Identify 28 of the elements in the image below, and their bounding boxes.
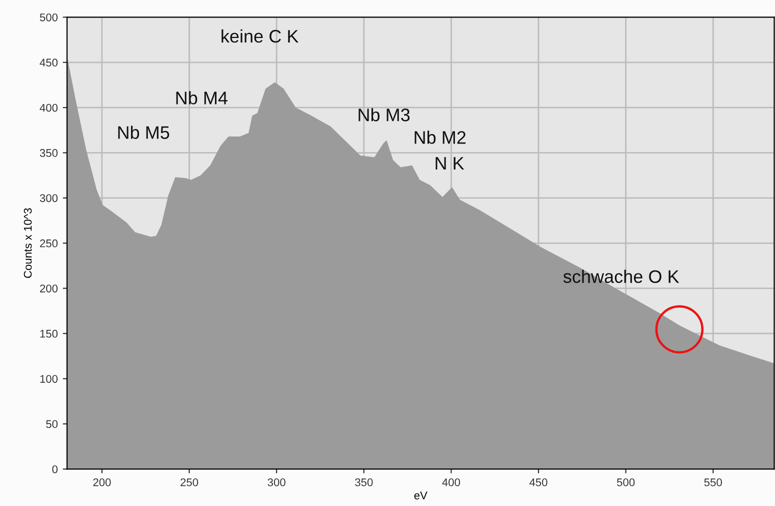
- y-tick-label: 400: [40, 104, 58, 112]
- y-tick-label: 0: [52, 465, 58, 474]
- y-tick-label: 100: [40, 374, 58, 383]
- y-tick-label: 250: [40, 239, 58, 248]
- annotation: Nb M2: [414, 130, 466, 144]
- x-tick-label: 500: [616, 478, 635, 486]
- x-tick-label: 400: [442, 478, 460, 486]
- annotation: Nb M4: [176, 91, 228, 104]
- x-tick-label: 200: [93, 478, 111, 486]
- annotation: schwache O K: [563, 270, 680, 283]
- y-tick-label: 350: [40, 149, 58, 157]
- x-tick-label: 300: [268, 478, 286, 486]
- y-tick-label: 50: [46, 420, 58, 428]
- x-tick-label: 350: [355, 478, 373, 486]
- y-tick-label: 150: [40, 330, 58, 338]
- annotation: Nb M5: [118, 126, 170, 139]
- x-axis-title: eV: [414, 492, 428, 500]
- y-tick-label: 300: [40, 194, 58, 202]
- x-tick-label: 550: [704, 478, 722, 486]
- annotation: Nb M3: [358, 108, 410, 122]
- annotation: keine C K: [222, 29, 298, 43]
- annotation: N K: [436, 157, 464, 170]
- x-tick-label: 250: [180, 478, 198, 486]
- y-axis-title: Counts x 10^3: [24, 208, 32, 278]
- y-tick-label: 500: [40, 13, 58, 22]
- y-tick-label: 200: [40, 284, 58, 292]
- x-tick-label: 450: [529, 478, 548, 486]
- y-tick-label: 450: [40, 58, 58, 67]
